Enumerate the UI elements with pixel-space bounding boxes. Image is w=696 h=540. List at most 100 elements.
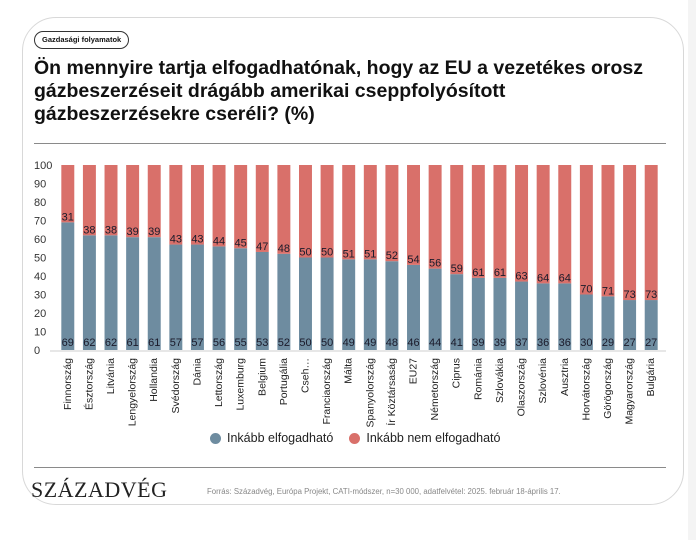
x-tick-label: Málta [343,358,355,384]
x-tick-label: Ausztria [559,358,571,396]
y-tick-label: 100 [34,160,52,172]
y-tick-label: 40 [34,271,46,283]
data-label-accept: 56 [213,337,225,349]
bar-segment-accept [299,257,312,350]
bar-segment-reject [623,165,637,301]
footer-divider [34,467,666,468]
legend-swatch-accept [210,432,221,444]
data-label-reject: 48 [278,243,290,255]
bar-segment-reject [104,165,118,236]
bar-segment-reject [299,165,312,258]
x-tick-label: Ciprus [451,358,463,388]
bar-segment-accept [190,244,204,350]
x-tick-label: Portugália [278,358,290,405]
bar-segment-reject [190,165,204,245]
data-label-accept: 44 [429,337,441,349]
data-label-accept: 46 [407,337,419,349]
x-tick-label: Románia [472,358,484,400]
data-label-reject: 51 [364,248,376,260]
bar-segment-reject [407,165,420,265]
bar-segment-reject [601,165,615,297]
data-label-reject: 56 [429,258,441,270]
data-label-reject: 52 [386,250,398,262]
x-tick-label: Magyarország [624,358,636,425]
x-tick-label: Észtország [82,358,95,410]
data-label-reject: 38 [83,224,95,236]
data-label-reject: 39 [148,226,160,238]
y-tick-label: 20 [34,308,46,320]
bar-segment-accept [601,296,615,350]
data-label-reject: 73 [645,289,657,301]
x-tick-label: Svédország [170,358,182,414]
bar-segment-reject [169,165,183,245]
bar-segment-accept [493,277,507,350]
bar-segment-accept [428,268,442,350]
y-tick-label: 90 [34,179,46,191]
data-label-reject: 31 [62,211,74,223]
bar-segment-accept [104,235,118,350]
x-tick-label: Luxemburg [235,358,247,411]
bar-segment-reject [212,165,226,247]
bar-segment-accept [407,264,420,350]
x-tick-label: Dánia [191,358,203,386]
x-tick-label: Belgium [256,358,268,396]
bar-segment-accept [255,251,269,350]
bar-segment-reject [363,165,377,260]
data-label-reject: 59 [451,263,463,275]
bar-segment-reject [558,165,572,284]
bar-segment-accept [558,283,572,350]
legend-item-reject: Inkább nem elfogadható [349,431,500,445]
y-tick-label: 60 [34,234,46,246]
data-label-reject: 70 [580,284,592,296]
y-tick-label: 80 [34,197,46,209]
data-label-accept: 41 [451,337,463,349]
bar-segment-accept [234,248,248,350]
bar-segment-accept [342,259,356,350]
bar-segment-reject [82,165,96,236]
y-tick-label: 50 [34,253,46,265]
bar-segment-accept [82,235,96,350]
x-tick-label: Lettország [213,358,225,407]
data-label-accept: 27 [645,337,657,349]
data-label-accept: 29 [602,337,614,349]
data-label-reject: 61 [494,267,506,279]
x-tick-label: Németország [429,358,441,421]
bar-segment-reject [515,165,529,282]
bar-segment-reject [493,165,507,278]
x-tick-label: Horvátország [580,358,592,421]
data-label-accept: 49 [364,337,376,349]
data-label-reject: 39 [127,226,139,238]
y-tick-label: 10 [34,327,46,339]
x-tick-label: Ír Köztársaság [385,358,398,426]
data-label-reject: 73 [623,289,635,301]
data-label-accept: 55 [235,337,247,349]
bar-segment-reject [126,165,140,238]
x-tick-label: Hollandia [148,358,160,402]
brand-logo: SZÁZADVÉG [31,477,168,502]
bar-segment-accept [126,237,140,350]
bar-segment-accept [147,237,161,350]
data-label-accept: 61 [148,337,160,349]
bar-segment-accept [515,281,529,350]
bar-segment-reject [147,165,161,238]
bar-segment-reject [342,165,356,260]
source-note: Forrás: Századvég, Európa Projekt, CATI-… [207,487,561,496]
bar-segment-reject [255,165,269,252]
bar-segment-accept [644,300,658,350]
x-tick-label: Olaszország [516,358,528,417]
bar-segment-reject [428,165,442,269]
data-label-accept: 62 [83,337,95,349]
data-label-reject: 44 [213,235,225,247]
data-label-accept: 48 [386,337,398,349]
bar-segment-accept [536,283,550,350]
page-edge [688,0,696,540]
data-label-reject: 47 [256,241,268,253]
bar-segment-accept [277,253,291,350]
data-label-accept: 39 [494,337,506,349]
data-label-reject: 45 [235,237,247,249]
data-label-reject: 54 [407,254,419,266]
x-tick-label: Spanyolország [364,358,376,428]
chart-title: Ön mennyire tartja elfogadhatónak, hogy … [34,57,644,125]
data-label-reject: 50 [321,247,333,259]
